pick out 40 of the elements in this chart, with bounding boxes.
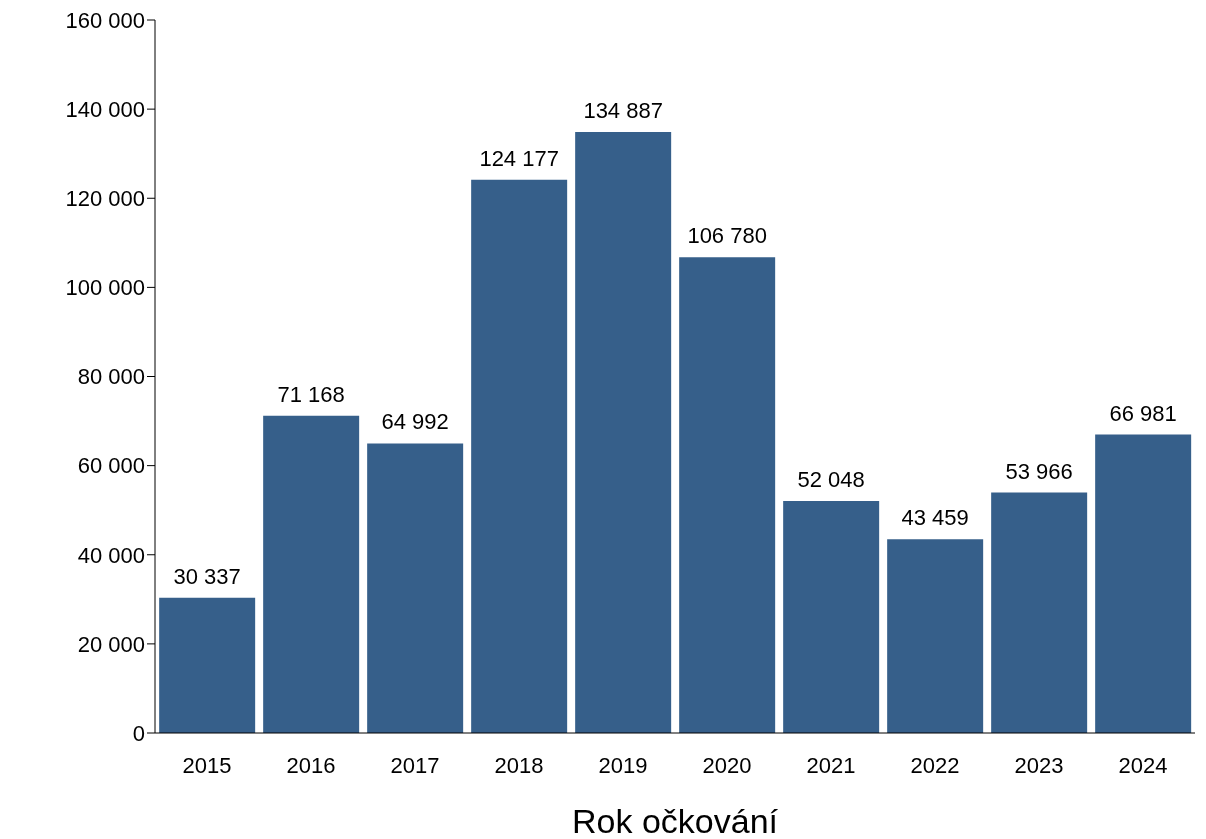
bar bbox=[159, 597, 256, 733]
data-label: 134 887 bbox=[583, 97, 663, 123]
data-label: 71 168 bbox=[277, 381, 345, 407]
x-tick-label: 2016 bbox=[286, 752, 336, 778]
x-tick-label: 2022 bbox=[910, 752, 960, 778]
x-tick-label: 2018 bbox=[494, 752, 544, 778]
x-tick-label: 2021 bbox=[806, 752, 856, 778]
data-label: 52 048 bbox=[797, 467, 865, 493]
bar bbox=[575, 131, 672, 733]
bar bbox=[887, 539, 984, 733]
bar bbox=[679, 257, 776, 733]
bar bbox=[1095, 434, 1192, 733]
x-tick-label: 2020 bbox=[702, 752, 752, 778]
data-label: 106 780 bbox=[687, 223, 767, 249]
x-tick-label: 2023 bbox=[1014, 752, 1064, 778]
bar bbox=[367, 443, 464, 733]
y-tick-label: 20 000 bbox=[77, 631, 145, 657]
y-tick-label: 100 000 bbox=[65, 275, 145, 301]
data-label: 30 337 bbox=[173, 563, 241, 589]
bar bbox=[471, 179, 568, 733]
data-label: 53 966 bbox=[1005, 458, 1073, 484]
y-tick-label: 80 000 bbox=[77, 364, 145, 390]
x-tick-label: 2019 bbox=[598, 752, 648, 778]
bar bbox=[783, 501, 880, 733]
x-tick-label: 2017 bbox=[390, 752, 440, 778]
x-axis-title: Rok očkování bbox=[572, 802, 779, 839]
data-label: 124 177 bbox=[479, 145, 559, 171]
bar bbox=[991, 492, 1088, 733]
y-tick-label: 120 000 bbox=[65, 186, 145, 212]
y-tick-label: 160 000 bbox=[65, 7, 145, 33]
data-label: 64 992 bbox=[381, 409, 449, 435]
data-label: 66 981 bbox=[1109, 400, 1177, 426]
bar bbox=[263, 415, 360, 733]
y-tick-label: 40 000 bbox=[77, 542, 145, 568]
y-tick-label: 60 000 bbox=[77, 453, 145, 479]
data-label: 43 459 bbox=[901, 505, 969, 531]
y-tick-label: 140 000 bbox=[65, 96, 145, 122]
x-tick-label: 2024 bbox=[1118, 752, 1168, 778]
y-tick-label: 0 bbox=[132, 720, 145, 746]
x-tick-label: 2015 bbox=[182, 752, 232, 778]
